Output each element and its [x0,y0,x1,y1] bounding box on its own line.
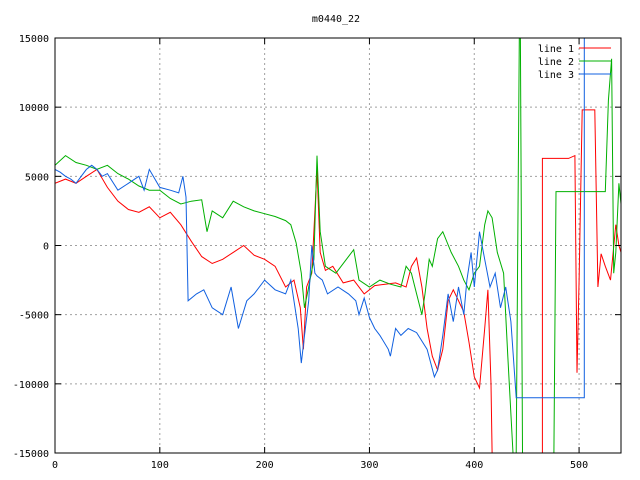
series-line-3 [55,38,588,399]
x-tick-label: 200 [256,460,274,471]
series-layer [55,38,621,453]
y-tick-label: 5000 [25,172,49,183]
x-tick-label: 300 [360,460,378,471]
y-tick-label: 15000 [19,34,49,45]
y-tick-label: 0 [43,242,49,253]
y-tick-label: -15000 [13,449,49,460]
grid [55,38,621,453]
axis-labels: 0 100 200 300 400 500 -15000 -10000 -5000 0 5000 10… [13,34,588,471]
legend-label-line-1: line 1 [538,44,574,55]
legend-label-line-2: line 2 [538,57,574,68]
legend-label-line-3: line 3 [538,70,574,81]
y-tick-label: -5000 [19,311,49,322]
series-line-2 [55,38,621,453]
chart-title: m0440_22 [312,14,360,25]
y-tick-label: 10000 [19,103,49,114]
x-tick-label: 100 [151,460,169,471]
axis-ticks [54,37,621,454]
series-line-1 [55,109,621,453]
legend: line 1 line 2 line 3 [538,44,611,81]
x-tick-label: 0 [52,460,58,471]
y-tick-label: -10000 [13,380,49,391]
x-tick-label: 400 [465,460,483,471]
x-tick-label: 500 [570,460,588,471]
